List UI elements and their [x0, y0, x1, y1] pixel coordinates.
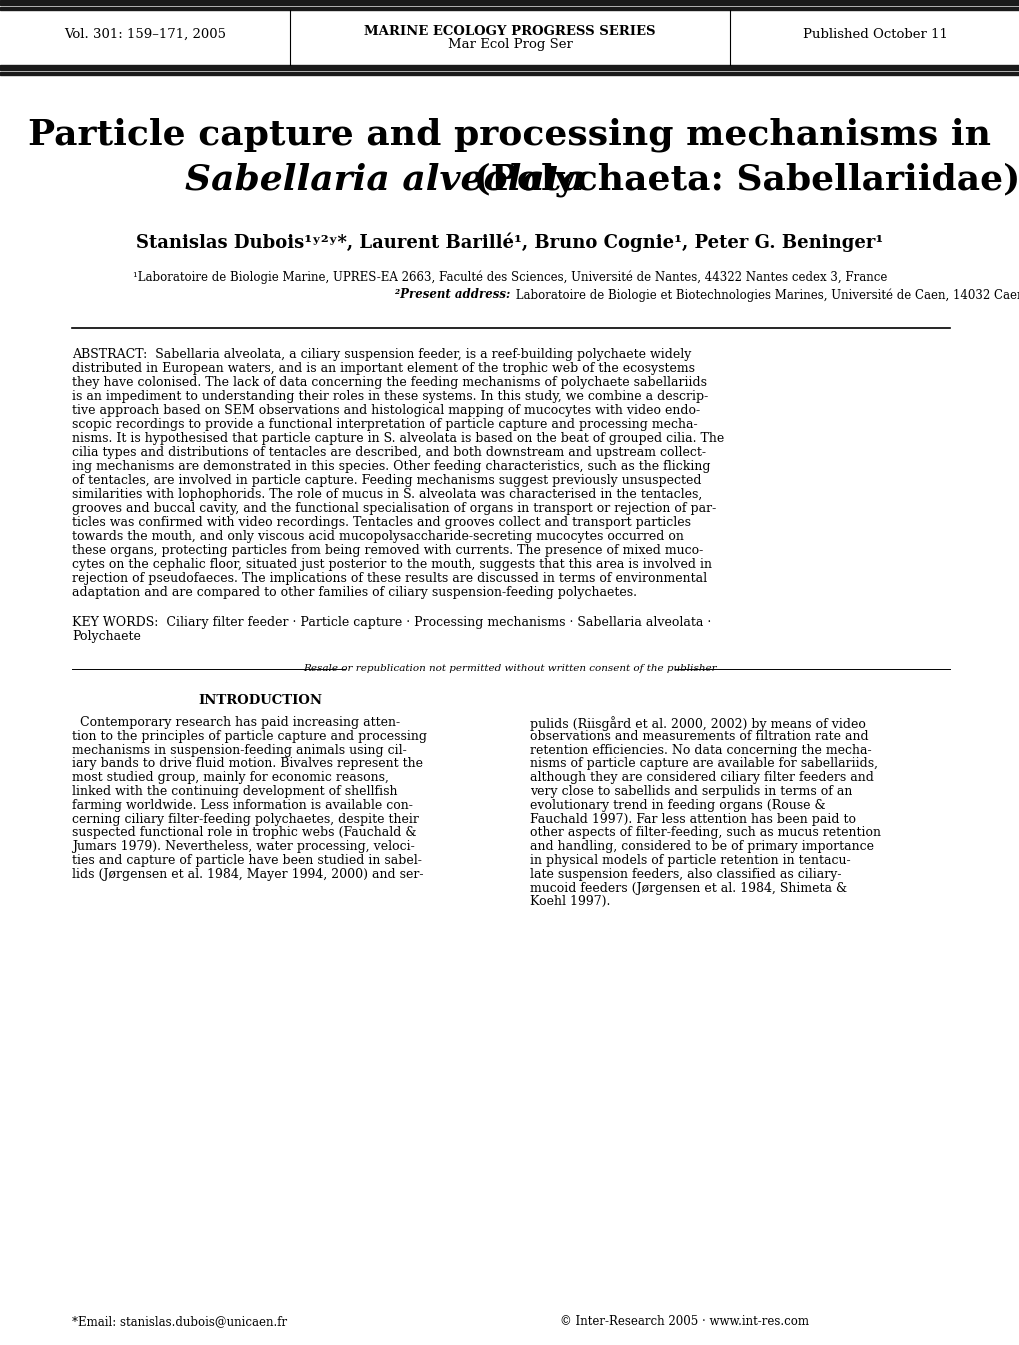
Text: cilia types and distributions of tentacles are described, and both downstream an: cilia types and distributions of tentacl…	[72, 447, 705, 459]
Text: INTRODUCTION: INTRODUCTION	[198, 694, 322, 707]
Text: KEY WORDS:  Ciliary filter feeder · Particle capture · Processing mechanisms · S: KEY WORDS: Ciliary filter feeder · Parti…	[72, 616, 710, 629]
Text: scopic recordings to provide a functional interpretation of particle capture and: scopic recordings to provide a functiona…	[72, 418, 697, 430]
Text: lids (Jørgensen et al. 1984, Mayer 1994, 2000) and ser-: lids (Jørgensen et al. 1984, Mayer 1994,…	[72, 868, 423, 881]
Text: although they are considered ciliary filter feeders and: although they are considered ciliary fil…	[530, 771, 873, 784]
Text: Sabellaria alveolata: Sabellaria alveolata	[184, 161, 584, 196]
Text: linked with the continuing development of shellfish: linked with the continuing development o…	[72, 785, 397, 798]
Text: Koehl 1997).: Koehl 1997).	[530, 896, 609, 908]
Text: and handling, considered to be of primary importance: and handling, considered to be of primar…	[530, 841, 873, 853]
Text: Contemporary research has paid increasing atten-: Contemporary research has paid increasin…	[72, 716, 399, 729]
Text: mechanisms in suspension-feeding animals using cil-: mechanisms in suspension-feeding animals…	[72, 744, 407, 757]
Text: grooves and buccal cavity, and the functional specialisation of organs in transp: grooves and buccal cavity, and the funct…	[72, 502, 715, 515]
Text: tive approach based on SEM observations and histological mapping of mucocytes wi: tive approach based on SEM observations …	[72, 404, 699, 417]
Text: ABSTRACT:  Sabellaria alveolata, a ciliary suspension feeder, is a reef-building: ABSTRACT: Sabellaria alveolata, a ciliar…	[72, 348, 691, 360]
Text: Fauchald 1997). Far less attention has been paid to: Fauchald 1997). Far less attention has b…	[530, 812, 855, 826]
Bar	[0, 7, 1019, 9]
Text: ing mechanisms are demonstrated in this species. Other feeding characteristics, : ing mechanisms are demonstrated in this …	[72, 460, 710, 473]
Text: ties and capture of particle have been studied in sabel-: ties and capture of particle have been s…	[72, 854, 422, 868]
Bar	[0, 73, 1019, 75]
Text: mucoid feeders (Jørgensen et al. 1984, Shimeta &: mucoid feeders (Jørgensen et al. 1984, S…	[530, 881, 847, 894]
Text: Laboratoire de Biologie et Biotechnologies Marines, Université de Caen, 14032 Ca: Laboratoire de Biologie et Biotechnologi…	[512, 288, 1019, 301]
Bar	[0, 0, 1019, 5]
Text: cytes on the cephalic floor, situated just posterior to the mouth, suggests that: cytes on the cephalic floor, situated ju…	[72, 558, 711, 572]
Text: towards the mouth, and only viscous acid mucopolysaccharide-secreting mucocytes : towards the mouth, and only viscous acid…	[72, 530, 683, 543]
Text: (Polychaeta: Sabellariidae): (Polychaeta: Sabellariidae)	[461, 161, 1019, 196]
Text: iary bands to drive fluid motion. Bivalves represent the: iary bands to drive fluid motion. Bivalv…	[72, 757, 423, 771]
Text: in physical models of particle retention in tentacu-: in physical models of particle retention…	[530, 854, 850, 868]
Text: rejection of pseudofaeces. The implications of these results are discussed in te: rejection of pseudofaeces. The implicati…	[72, 572, 706, 585]
Bar	[0, 65, 1019, 70]
Text: they have colonised. The lack of data concerning the feeding mechanisms of polyc: they have colonised. The lack of data co…	[72, 377, 706, 389]
Text: cerning ciliary filter-feeding polychaetes, despite their: cerning ciliary filter-feeding polychaet…	[72, 812, 419, 826]
Text: retention efficiencies. No data concerning the mecha-: retention efficiencies. No data concerni…	[530, 744, 871, 757]
Text: suspected functional role in trophic webs (Fauchald &: suspected functional role in trophic web…	[72, 826, 416, 839]
Text: pulids (Riisgård et al. 2000, 2002) by means of video: pulids (Riisgård et al. 2000, 2002) by m…	[530, 716, 865, 730]
Text: evolutionary trend in feeding organs (Rouse &: evolutionary trend in feeding organs (Ro…	[530, 799, 824, 812]
Text: Stanislas Dubois¹ʸ²ʸ*, Laurent Barillé¹, Bruno Cognie¹, Peter G. Beninger¹: Stanislas Dubois¹ʸ²ʸ*, Laurent Barillé¹,…	[137, 231, 882, 252]
Text: these organs, protecting particles from being removed with currents. The presenc: these organs, protecting particles from …	[72, 543, 702, 557]
Text: Published October 11: Published October 11	[802, 28, 947, 40]
Text: farming worldwide. Less information is available con-: farming worldwide. Less information is a…	[72, 799, 413, 812]
Text: is an impediment to understanding their roles in these systems. In this study, w: is an impediment to understanding their …	[72, 390, 707, 403]
Text: similarities with lophophorids. The role of mucus in S. alveolata was characteri: similarities with lophophorids. The role…	[72, 488, 701, 500]
Bar	[0, 9, 1019, 65]
Text: Particle capture and processing mechanisms in: Particle capture and processing mechanis…	[29, 118, 990, 152]
Text: ²Present address:: ²Present address:	[394, 288, 510, 301]
Text: Vol. 301: 159–171, 2005: Vol. 301: 159–171, 2005	[64, 28, 226, 40]
Text: Jumars 1979). Nevertheless, water processing, veloci-: Jumars 1979). Nevertheless, water proces…	[72, 841, 415, 853]
Text: Resale or republication not permitted without written consent of the publisher: Resale or republication not permitted wi…	[303, 664, 716, 672]
Text: Polychaete: Polychaete	[72, 629, 141, 643]
Text: ticles was confirmed with video recordings. Tentacles and grooves collect and tr: ticles was confirmed with video recordin…	[72, 516, 690, 529]
Text: most studied group, mainly for economic reasons,: most studied group, mainly for economic …	[72, 771, 388, 784]
Text: *Email: stanislas.dubois@unicaen.fr: *Email: stanislas.dubois@unicaen.fr	[72, 1315, 286, 1328]
Text: © Inter-Research 2005 · www.int-res.com: © Inter-Research 2005 · www.int-res.com	[559, 1315, 808, 1328]
Text: distributed in European waters, and is an important element of the trophic web o: distributed in European waters, and is a…	[72, 362, 694, 375]
Text: MARINE ECOLOGY PROGRESS SERIES: MARINE ECOLOGY PROGRESS SERIES	[364, 26, 655, 38]
Text: nisms of particle capture are available for sabellariids,: nisms of particle capture are available …	[530, 757, 877, 771]
Text: nisms. It is hypothesised that particle capture in S. alveolata is based on the : nisms. It is hypothesised that particle …	[72, 432, 723, 445]
Text: Mar Ecol Prog Ser: Mar Ecol Prog Ser	[447, 38, 572, 51]
Text: late suspension feeders, also classified as ciliary-: late suspension feeders, also classified…	[530, 868, 841, 881]
Text: observations and measurements of filtration rate and: observations and measurements of filtrat…	[530, 730, 868, 742]
Text: very close to sabellids and serpulids in terms of an: very close to sabellids and serpulids in…	[530, 785, 852, 798]
Text: tion to the principles of particle capture and processing: tion to the principles of particle captu…	[72, 730, 427, 742]
Text: of tentacles, are involved in particle capture. Feeding mechanisms suggest previ: of tentacles, are involved in particle c…	[72, 473, 701, 487]
Text: ¹Laboratoire de Biologie Marine, UPRES-EA 2663, Faculté des Sciences, Université: ¹Laboratoire de Biologie Marine, UPRES-E…	[132, 270, 887, 284]
Text: other aspects of filter-feeding, such as mucus retention: other aspects of filter-feeding, such as…	[530, 826, 880, 839]
Text: adaptation and are compared to other families of ciliary suspension-feeding poly: adaptation and are compared to other fam…	[72, 586, 637, 599]
